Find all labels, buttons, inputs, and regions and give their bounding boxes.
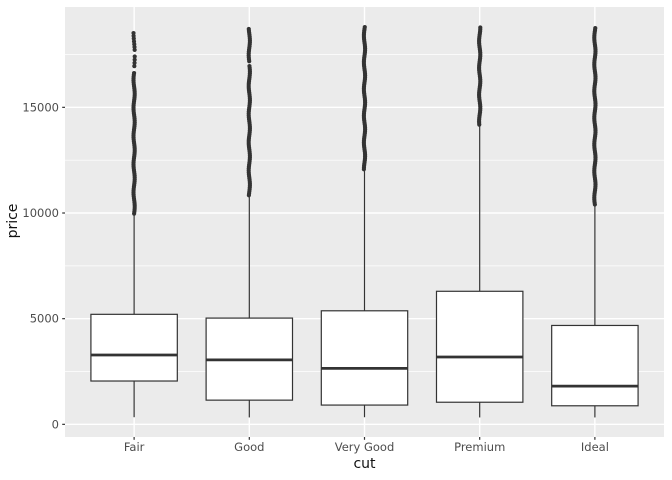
outlier-point xyxy=(132,57,137,62)
x-tick-label: Ideal xyxy=(581,440,609,454)
boxplot-fair xyxy=(90,30,178,418)
outlier-point xyxy=(247,63,252,69)
outlier-points xyxy=(246,26,253,198)
outlier-point xyxy=(246,26,251,32)
x-tick-label: Fair xyxy=(124,440,145,454)
x-tick-label: Good xyxy=(234,440,264,454)
outlier-point xyxy=(132,54,137,59)
iqr-box xyxy=(435,290,524,403)
outlier-point xyxy=(132,60,137,66)
outlier-point xyxy=(362,24,367,30)
y-axis: 0 5000 10000 15000 xyxy=(22,100,65,431)
y-tick-label: 15000 xyxy=(22,100,59,114)
outlier-point xyxy=(132,64,137,69)
x-axis: Fair Good Very Good Premium Ideal xyxy=(124,437,609,454)
iqr-box xyxy=(90,313,178,382)
outlier-points xyxy=(476,25,483,127)
outlier-points xyxy=(131,30,137,216)
outlier-point xyxy=(478,25,483,30)
x-tick-label: Very Good xyxy=(335,440,395,454)
boxplot-good xyxy=(205,26,294,418)
y-tick-label: 10000 xyxy=(22,206,59,220)
iqr-box xyxy=(320,310,409,406)
outlier-points xyxy=(361,24,368,172)
boxplot-premium xyxy=(435,25,524,418)
x-tick-label: Premium xyxy=(454,440,505,454)
x-axis-title: cut xyxy=(353,456,376,472)
iqr-box xyxy=(551,324,639,407)
y-axis-title: price xyxy=(5,204,21,239)
boxplot-very-good xyxy=(320,24,409,418)
y-tick-label: 0 xyxy=(52,417,59,431)
outlier-point xyxy=(593,26,598,31)
outlier-points xyxy=(592,26,598,207)
boxplot-ideal xyxy=(551,26,639,418)
outlier-point xyxy=(131,70,137,76)
outlier-point xyxy=(131,30,136,36)
y-tick-label: 5000 xyxy=(30,312,59,326)
